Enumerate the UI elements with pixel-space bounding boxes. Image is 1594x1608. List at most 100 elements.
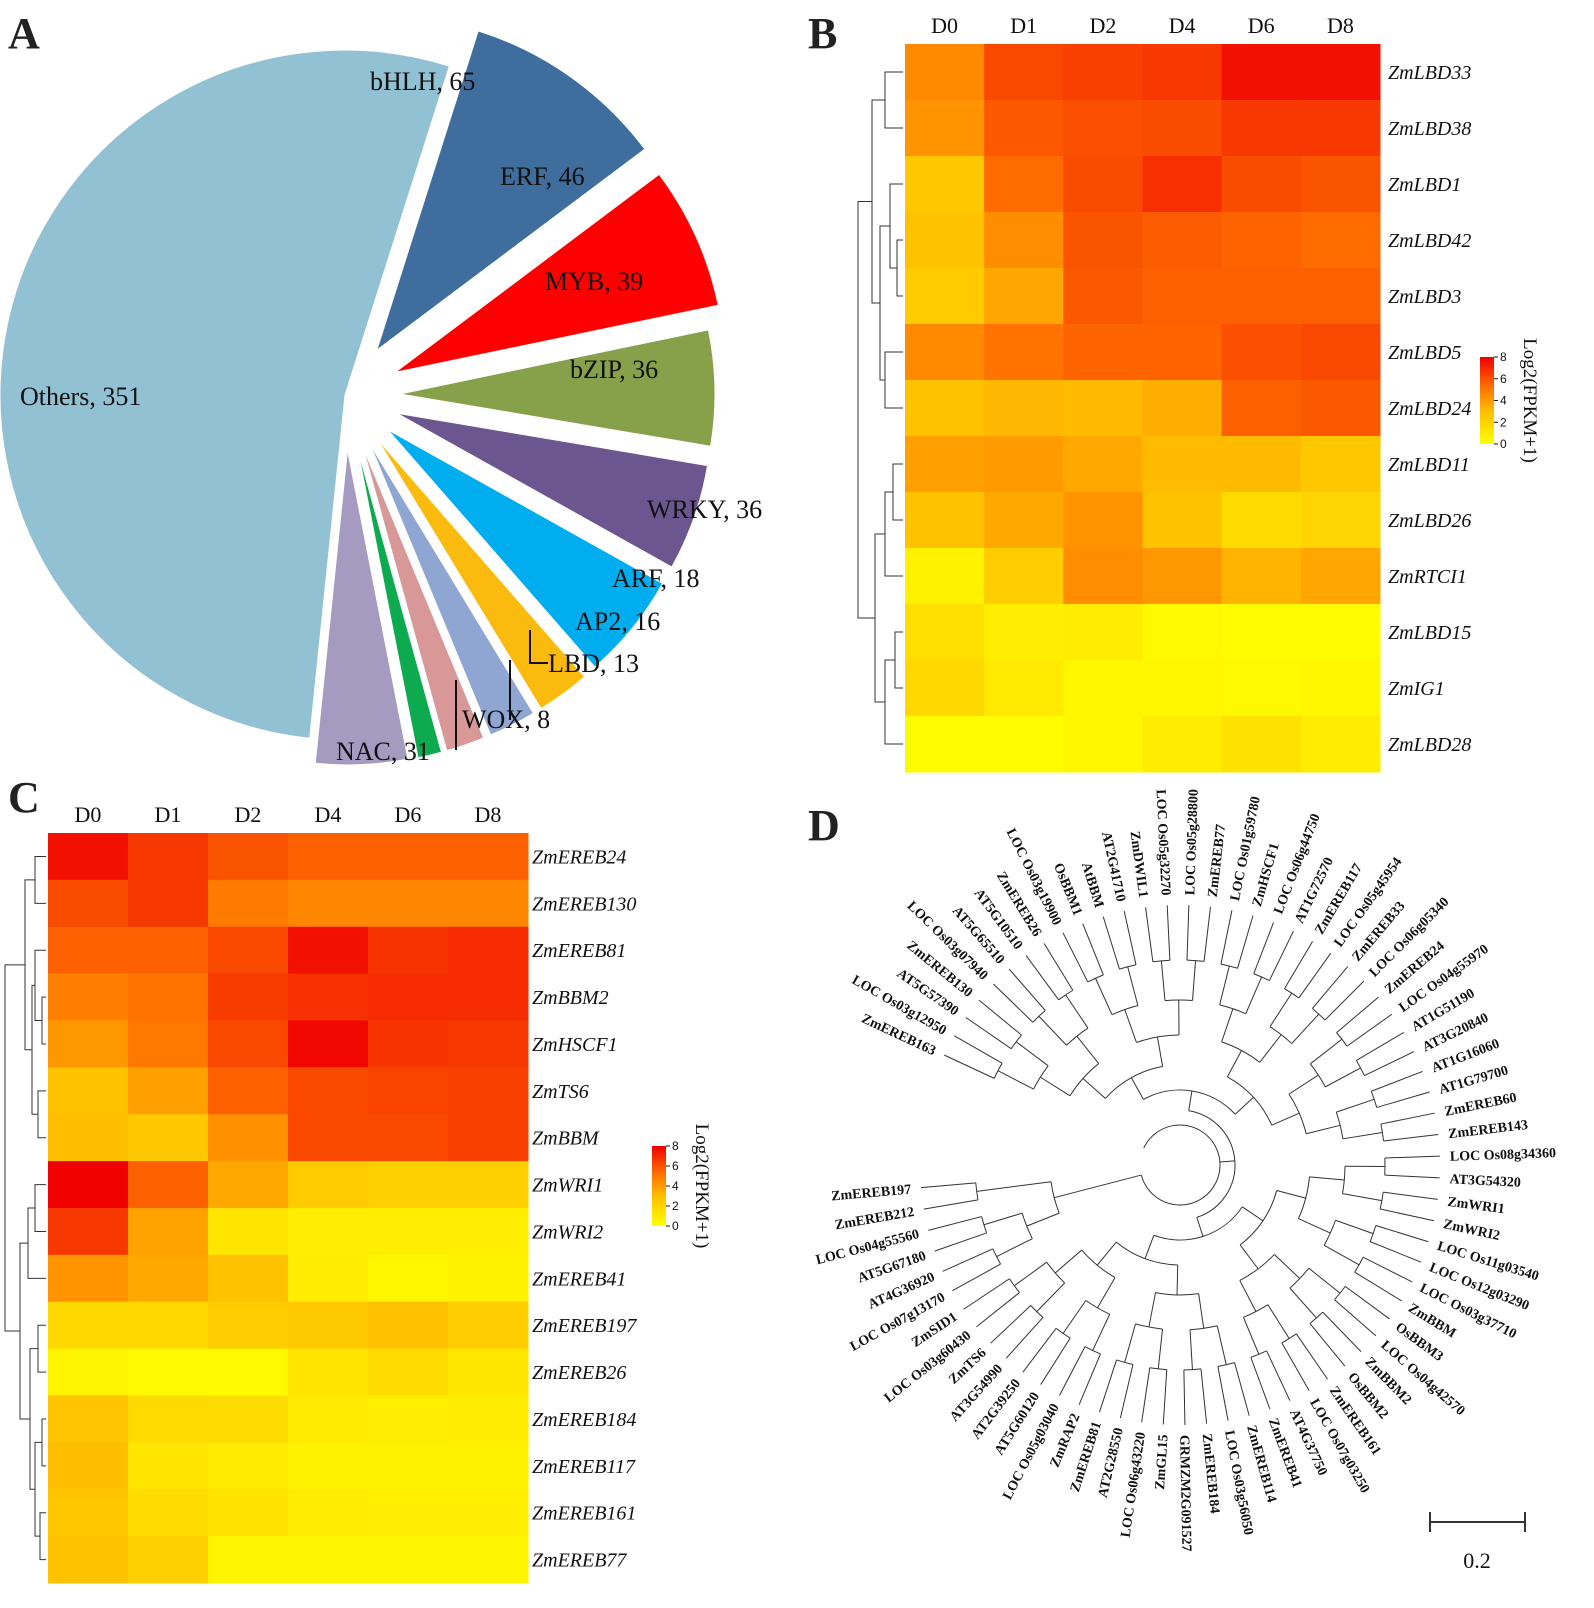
tree-branch	[1082, 923, 1104, 976]
colorbar-tick-label: 6	[672, 1159, 679, 1173]
heatmap-row-label: ZmLBD38	[1388, 118, 1471, 140]
tree-branch	[1059, 1346, 1086, 1396]
tree-branch	[978, 999, 1022, 1036]
tree-arc	[1312, 1008, 1326, 1021]
tree-branch	[1335, 1219, 1374, 1235]
tree-branch	[1308, 1267, 1341, 1294]
heatmap-cell	[208, 1395, 289, 1443]
pie-label-lbd: LBD, 13	[548, 649, 639, 678]
heatmap-row-label: ZmRTCI1	[1388, 566, 1467, 588]
heatmap-cell	[1221, 436, 1302, 493]
heatmap-cell	[1063, 380, 1143, 437]
tree-branch	[983, 1212, 1023, 1226]
heatmap-col-label: D4	[315, 802, 342, 827]
heatmap-cell	[1142, 380, 1223, 437]
heatmap-cell	[48, 1020, 129, 1068]
colorbar	[652, 1146, 666, 1226]
heatmap-cell	[288, 1020, 369, 1068]
tree-branch	[1092, 1314, 1111, 1351]
heatmap-cell	[1300, 100, 1381, 157]
heatmap-row-label: ZmEREB41	[532, 1268, 626, 1290]
heatmap-row-label: ZmLBD15	[1388, 622, 1471, 644]
heatmap-row-label: ZmLBD26	[1388, 510, 1471, 532]
tree-branch	[1157, 1329, 1164, 1369]
heatmap-cell	[208, 973, 289, 1021]
tree-branch	[1203, 906, 1212, 962]
heatmap-cell	[1142, 212, 1223, 269]
heatmap-row-label: ZmLBD42	[1388, 230, 1471, 252]
tree-branch	[1166, 905, 1171, 961]
heatmap-cell	[368, 1254, 449, 1303]
tree-branch	[1014, 1261, 1047, 1287]
colorbar-title: Log2(FPKM+1)	[691, 1124, 712, 1249]
heatmap-cell	[448, 1067, 529, 1115]
tree-branch	[990, 1305, 1032, 1344]
heatmap-cell	[448, 1020, 529, 1068]
heatmap-cell	[208, 1348, 289, 1396]
heatmap-cell	[448, 1489, 529, 1537]
heatmap-cell	[1063, 44, 1143, 101]
heatmap-cell	[288, 1114, 369, 1162]
tree-branch	[1054, 1249, 1083, 1274]
tree-branch	[1241, 1206, 1264, 1222]
tree-branch	[1098, 1359, 1117, 1413]
dendrogram-branch	[871, 99, 885, 304]
tree-branch	[1268, 930, 1294, 981]
heatmap-cell	[905, 100, 985, 157]
tree-branch	[1237, 915, 1254, 969]
heatmap-cell	[368, 1348, 449, 1396]
tree-branch	[1015, 1041, 1049, 1067]
heatmap-cell	[1300, 212, 1381, 269]
heatmap-cell	[984, 100, 1064, 157]
tree-branch	[1145, 907, 1154, 962]
tree-branch	[1148, 1292, 1156, 1328]
dendrogram-branch	[29, 1348, 38, 1490]
heatmap-cell	[1300, 44, 1381, 101]
tree-leaf-label: AtBBM	[1078, 861, 1106, 910]
heatmap-cell	[208, 1489, 289, 1537]
heatmap-cell	[128, 879, 209, 928]
tree-arc	[1334, 1286, 1346, 1301]
pie-label-wrky: WRKY, 36	[647, 495, 762, 524]
heatmap-cell	[48, 926, 129, 975]
heatmap-cell	[128, 1395, 209, 1443]
pie-label-others: Others, 351	[20, 382, 141, 411]
pie-slice-nac	[314, 449, 409, 766]
heatmap-cell	[1221, 660, 1302, 717]
tree-branch	[1124, 1323, 1136, 1363]
colorbar-tick-label: 2	[1500, 415, 1507, 429]
tree-branch	[1192, 960, 1197, 1001]
tree-branch	[1371, 1070, 1423, 1092]
dendrogram-branch	[884, 71, 903, 129]
pie-label-nac: NAC, 31	[336, 737, 430, 766]
heatmap-cell	[1063, 548, 1143, 605]
heatmap-cell	[905, 156, 985, 213]
heatmap-row-label: ZmIG1	[1388, 678, 1445, 700]
tree-arc	[1309, 1311, 1324, 1324]
heatmap-cell	[368, 1114, 449, 1162]
tree-branch	[928, 1216, 982, 1231]
tree-branch	[1082, 1078, 1106, 1099]
tree-branch	[1156, 1036, 1164, 1067]
tree-arc	[1087, 974, 1104, 983]
dendrogram-branch	[896, 239, 903, 297]
tree-branch	[1250, 1357, 1271, 1410]
tree-branch	[1384, 1174, 1440, 1179]
pie-slice-lbd	[362, 446, 485, 752]
heatmap-cell	[48, 833, 129, 881]
tree-arc	[1370, 1091, 1378, 1108]
heatmap-cell	[1063, 268, 1143, 325]
tree-branch	[923, 1199, 979, 1210]
heatmap-cell	[1063, 324, 1143, 381]
dendrogram-branch	[884, 351, 903, 409]
tree-branch	[1183, 1369, 1186, 1425]
tree-branch	[1095, 978, 1113, 1015]
dendrogram-branch	[894, 631, 903, 689]
tree-arc	[1219, 1004, 1246, 1015]
pie-slice-arf	[377, 439, 586, 710]
tree-branch	[952, 1263, 1001, 1292]
heatmap-row-label: ZmWRI2	[532, 1221, 603, 1243]
tree-branch	[996, 1238, 1033, 1257]
panel-label-c: C	[8, 773, 40, 822]
